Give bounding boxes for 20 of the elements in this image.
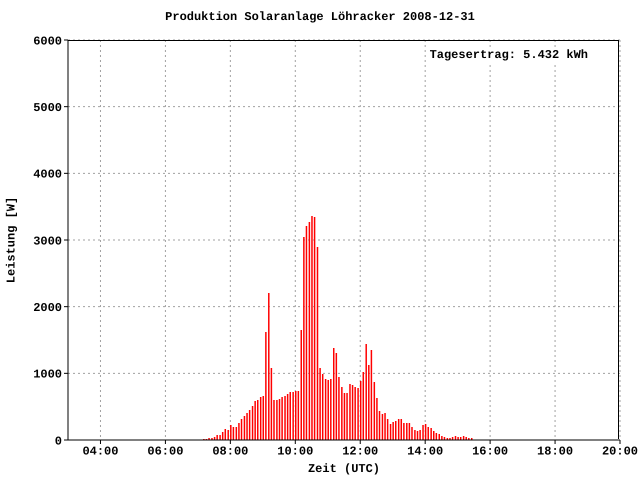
y-tick-label: 6000 [33,34,62,48]
x-tick-label: 06:00 [147,444,184,459]
y-tick-label: 3000 [33,234,62,248]
y-tick-label: 2000 [33,300,62,315]
chart-title: Produktion Solaranlage Löhracker 2008-12-31 [164,10,476,24]
x-tick-label: 10:00 [277,444,314,459]
y-tick-label: 5000 [33,100,62,115]
y-tick-label: 1000 [33,368,62,382]
x-tick-label: 04:00 [82,444,118,459]
x-tick-label: 14:00 [407,444,444,459]
x-tick-label: 16:00 [472,444,508,459]
x-tick-label: 18:00 [537,444,574,459]
y-tick-label: 4000 [33,168,62,182]
x-tick-label: 08:00 [212,444,248,459]
x-axis-title: Zeit (UTC) [308,462,380,476]
y-axis-title: Leistung [W] [4,196,18,284]
x-tick-label: 12:00 [342,444,378,459]
x-tick-label: 20:00 [602,444,638,459]
y-tick-label: 0 [54,434,62,448]
annotation: Tagesertrag: 5.432 kWh [430,48,588,62]
